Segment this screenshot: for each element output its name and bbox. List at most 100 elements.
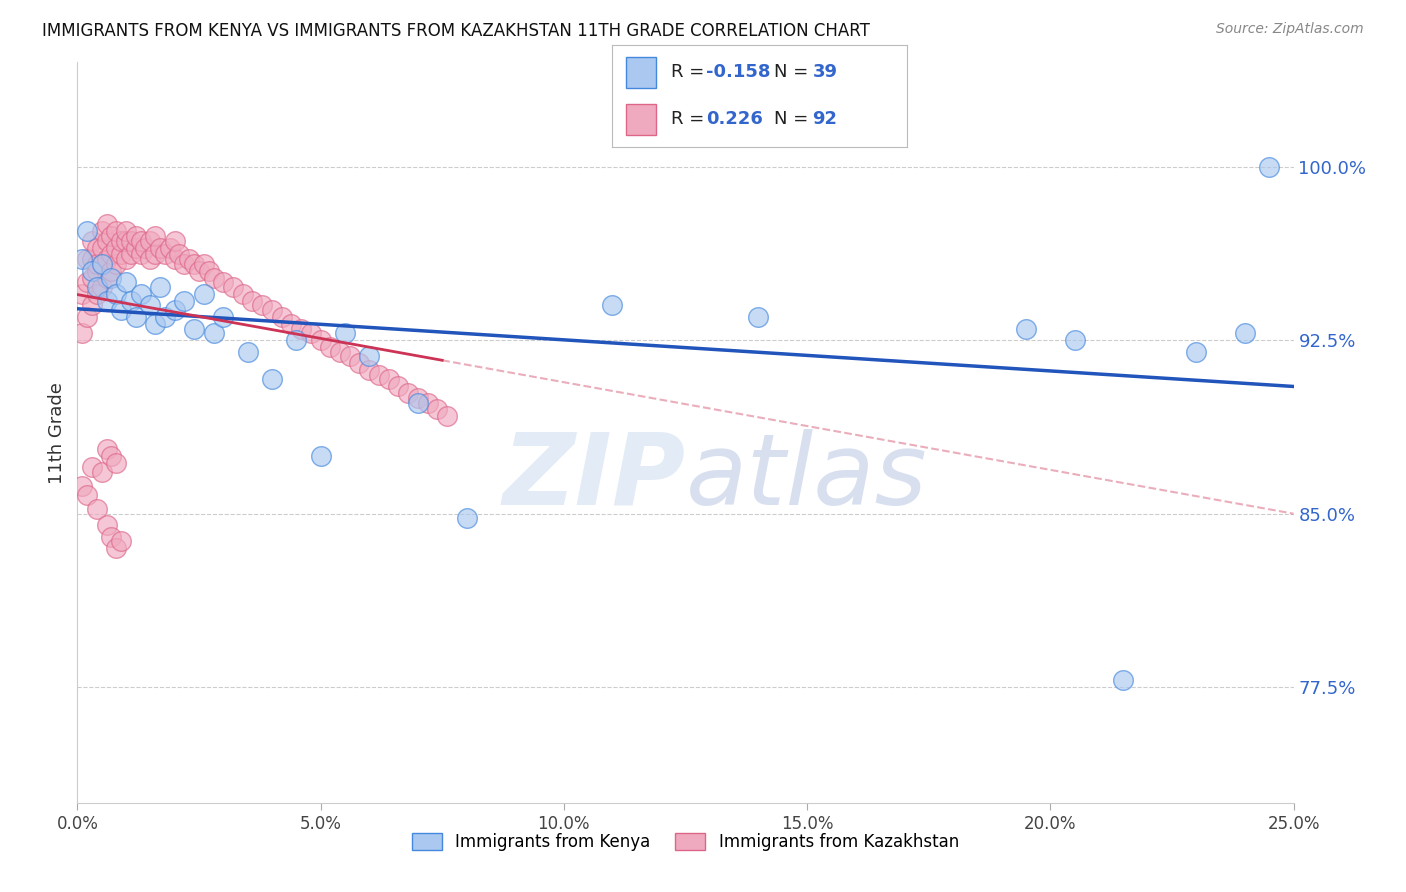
- Point: [163, 303, 186, 318]
- Point: [456, 511, 478, 525]
- Point: [134, 240, 156, 255]
- Point: [193, 286, 215, 301]
- Point: [90, 280, 112, 294]
- Point: [436, 409, 458, 424]
- Point: [96, 218, 118, 232]
- Point: [115, 224, 138, 238]
- Point: [129, 234, 152, 248]
- Point: [100, 530, 122, 544]
- Point: [260, 303, 283, 318]
- Text: atlas: atlas: [686, 428, 927, 525]
- Point: [139, 298, 162, 312]
- Point: [105, 541, 128, 556]
- Point: [115, 234, 138, 248]
- Point: [80, 252, 103, 266]
- Point: [406, 391, 429, 405]
- Point: [90, 257, 112, 271]
- Point: [86, 240, 108, 255]
- Point: [1063, 333, 1085, 347]
- Point: [129, 286, 152, 301]
- Point: [179, 252, 201, 266]
- Text: 39: 39: [813, 63, 838, 81]
- Point: [86, 263, 108, 277]
- Point: [70, 326, 93, 340]
- Text: N =: N =: [775, 111, 814, 128]
- Legend: Immigrants from Kenya, Immigrants from Kazakhstan: Immigrants from Kenya, Immigrants from K…: [405, 826, 966, 857]
- Point: [416, 395, 439, 409]
- Point: [76, 224, 98, 238]
- Point: [1185, 344, 1208, 359]
- Point: [115, 252, 138, 266]
- Point: [70, 286, 93, 301]
- Point: [309, 449, 332, 463]
- Point: [90, 257, 112, 271]
- Point: [120, 293, 142, 308]
- Point: [80, 460, 103, 475]
- Point: [250, 298, 273, 312]
- Point: [76, 275, 98, 289]
- Point: [96, 293, 118, 308]
- Point: [426, 402, 449, 417]
- Text: IMMIGRANTS FROM KENYA VS IMMIGRANTS FROM KAZAKHSTAN 11TH GRADE CORRELATION CHART: IMMIGRANTS FROM KENYA VS IMMIGRANTS FROM…: [42, 22, 870, 40]
- Point: [602, 298, 624, 312]
- Point: [309, 333, 332, 347]
- Point: [173, 293, 195, 308]
- Point: [149, 280, 172, 294]
- Point: [105, 286, 128, 301]
- Point: [333, 326, 356, 340]
- Text: -0.158: -0.158: [706, 63, 770, 81]
- Point: [100, 263, 122, 277]
- Point: [406, 395, 429, 409]
- Point: [377, 372, 399, 386]
- Y-axis label: 11th Grade: 11th Grade: [48, 382, 66, 483]
- Point: [86, 502, 108, 516]
- Point: [90, 224, 112, 238]
- Point: [100, 247, 122, 261]
- Point: [105, 240, 128, 255]
- Point: [339, 349, 361, 363]
- Point: [173, 257, 195, 271]
- Point: [149, 240, 172, 255]
- Point: [159, 240, 181, 255]
- Point: [125, 229, 148, 244]
- Text: R =: R =: [671, 63, 710, 81]
- Point: [80, 234, 103, 248]
- Point: [76, 488, 98, 502]
- Point: [1112, 673, 1135, 688]
- Point: [183, 321, 205, 335]
- Point: [86, 280, 108, 294]
- Point: [153, 247, 176, 261]
- Point: [70, 479, 93, 493]
- Point: [1015, 321, 1038, 335]
- Point: [105, 257, 128, 271]
- Point: [76, 310, 98, 324]
- Point: [242, 293, 264, 308]
- Point: [110, 303, 132, 318]
- Point: [222, 280, 245, 294]
- Point: [280, 317, 302, 331]
- Point: [96, 518, 118, 533]
- Point: [80, 298, 103, 312]
- Point: [139, 252, 162, 266]
- Point: [120, 234, 142, 248]
- Point: [139, 234, 162, 248]
- Point: [285, 333, 308, 347]
- Point: [260, 372, 283, 386]
- Point: [153, 310, 176, 324]
- Point: [129, 247, 152, 261]
- Point: [76, 252, 98, 266]
- Bar: [627, 57, 655, 87]
- Point: [125, 240, 148, 255]
- Point: [359, 349, 381, 363]
- Point: [163, 234, 186, 248]
- Text: 0.226: 0.226: [706, 111, 763, 128]
- Point: [143, 317, 166, 331]
- Text: Source: ZipAtlas.com: Source: ZipAtlas.com: [1216, 22, 1364, 37]
- Point: [290, 321, 312, 335]
- Point: [236, 344, 259, 359]
- Point: [115, 275, 138, 289]
- Point: [70, 252, 93, 266]
- Point: [86, 257, 108, 271]
- Point: [197, 263, 219, 277]
- Point: [359, 363, 381, 377]
